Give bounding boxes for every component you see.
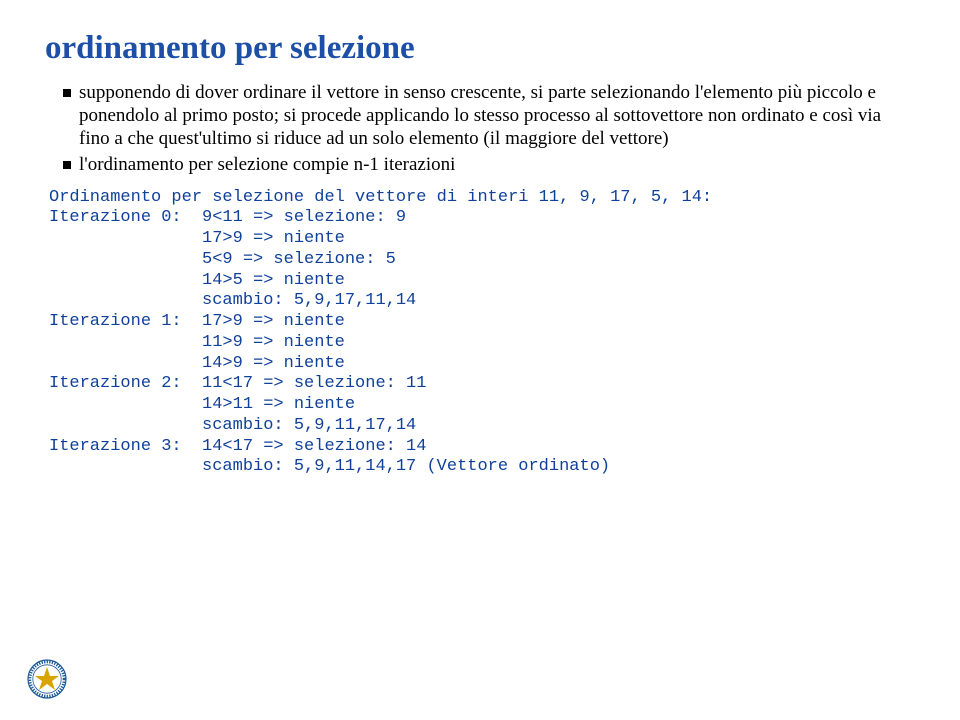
code-block: Ordinamento per selezione del vettore di… (49, 188, 915, 478)
bullet-list: supponendo di dover ordinare il vettore … (63, 81, 915, 176)
list-item: supponendo di dover ordinare il vettore … (63, 81, 915, 151)
title-text: ordinamento per selezione (45, 30, 415, 66)
university-logo (26, 658, 68, 700)
bullet-text: l'ordinamento per selezione compie n-1 i… (79, 153, 915, 176)
page-title: ordinamento per selezione (45, 30, 915, 67)
square-bullet-icon (63, 89, 71, 97)
list-item: l'ordinamento per selezione compie n-1 i… (63, 153, 915, 176)
bullet-text: supponendo di dover ordinare il vettore … (79, 81, 915, 151)
square-bullet-icon (63, 161, 71, 169)
